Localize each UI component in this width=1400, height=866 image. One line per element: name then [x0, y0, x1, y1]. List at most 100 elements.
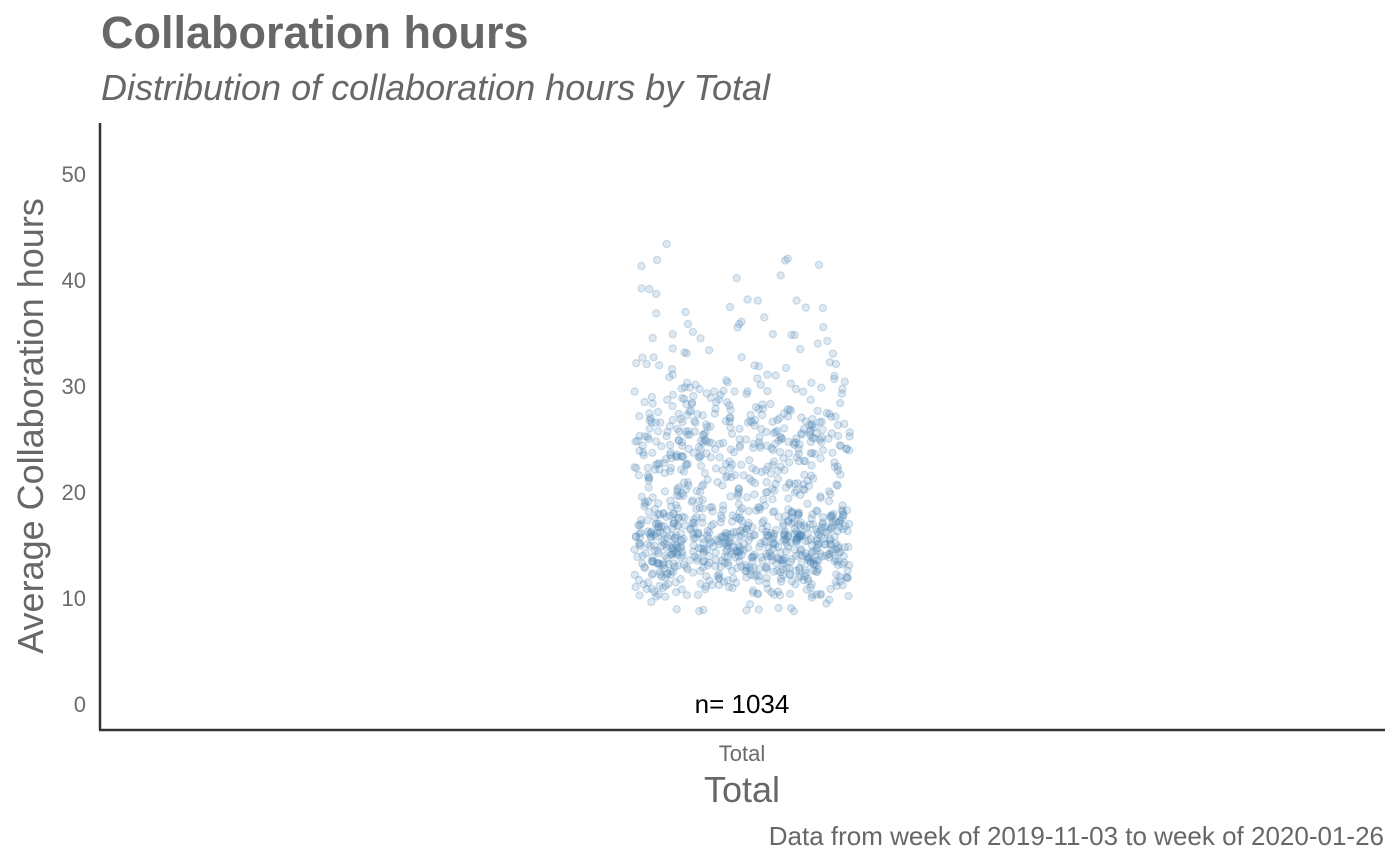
data-point	[656, 560, 665, 569]
data-point	[661, 454, 671, 464]
data-point	[768, 556, 777, 565]
data-point	[699, 544, 709, 554]
data-point	[845, 446, 854, 455]
data-point	[799, 456, 809, 465]
data-point	[791, 384, 801, 394]
data-point	[646, 528, 656, 538]
data-point	[711, 404, 720, 413]
data-point	[793, 533, 802, 543]
data-point	[746, 410, 755, 420]
data-point	[692, 486, 701, 496]
chart-title: Collaboration hours	[101, 7, 529, 58]
data-point	[810, 449, 820, 459]
data-point	[771, 371, 780, 380]
data-point	[759, 495, 768, 504]
data-point	[638, 559, 647, 568]
data-point	[650, 513, 660, 522]
data-point	[682, 591, 692, 600]
data-point	[633, 552, 642, 562]
data-point	[681, 307, 690, 317]
data-point	[796, 544, 805, 554]
data-point	[721, 539, 730, 548]
data-point	[673, 543, 683, 553]
data-point	[647, 527, 656, 536]
data-point	[763, 386, 772, 396]
data-point	[688, 496, 697, 505]
data-point	[840, 377, 850, 386]
data-point	[749, 439, 758, 448]
data-point	[831, 539, 840, 548]
data-point	[748, 523, 757, 532]
data-point	[769, 532, 779, 542]
data-point	[669, 546, 678, 555]
data-point	[756, 380, 766, 390]
data-point	[784, 531, 793, 540]
data-point	[835, 441, 845, 450]
data-point	[820, 540, 830, 549]
data-point	[816, 454, 825, 463]
data-point	[733, 492, 743, 501]
y-tick-label: 40	[62, 268, 86, 293]
data-point	[711, 464, 721, 473]
data-point	[778, 555, 788, 565]
data-point	[650, 546, 659, 555]
data-point	[817, 433, 826, 442]
data-point	[845, 561, 854, 570]
data-point	[767, 444, 776, 453]
data-point	[671, 540, 681, 550]
data-point	[815, 418, 824, 427]
data-point	[786, 379, 796, 388]
data-point	[702, 531, 712, 540]
data-point	[801, 303, 811, 312]
data-point	[706, 422, 715, 431]
data-point	[698, 411, 708, 420]
data-point	[743, 295, 752, 304]
data-point	[827, 513, 836, 522]
data-point	[739, 471, 748, 480]
data-point	[652, 592, 661, 601]
data-point	[666, 496, 675, 505]
data-point	[767, 551, 777, 561]
data-point	[726, 533, 736, 543]
data-point	[814, 539, 824, 549]
data-point	[828, 349, 838, 358]
data-point	[672, 605, 681, 614]
data-point	[731, 546, 740, 556]
data-point	[648, 557, 658, 567]
data-point	[673, 521, 682, 531]
data-point	[755, 505, 765, 514]
data-point	[635, 431, 644, 441]
data-point	[654, 549, 663, 558]
data-point	[785, 480, 794, 489]
data-point	[656, 570, 665, 579]
data-point	[773, 426, 782, 436]
data-point	[662, 512, 671, 522]
data-point	[735, 542, 744, 552]
data-point	[718, 466, 728, 475]
data-point	[746, 570, 755, 580]
data-point	[784, 494, 793, 503]
data-point	[693, 590, 703, 600]
data-point	[801, 537, 810, 546]
data-point	[734, 488, 744, 497]
data-point	[812, 525, 821, 534]
data-point	[644, 507, 654, 517]
data-point	[796, 518, 805, 527]
data-point	[668, 344, 678, 353]
data-point	[641, 548, 650, 558]
data-point	[749, 443, 758, 452]
data-point	[783, 516, 793, 525]
data-point	[701, 420, 711, 429]
data-point	[796, 344, 805, 354]
data-point	[830, 371, 839, 381]
data-point	[669, 559, 678, 568]
data-point	[843, 574, 853, 583]
data-point	[679, 560, 689, 570]
data-point	[671, 588, 681, 597]
data-point	[721, 531, 730, 541]
data-point	[836, 398, 845, 408]
data-point	[668, 415, 677, 425]
data-point	[809, 555, 818, 565]
data-point	[646, 533, 656, 542]
data-point	[794, 508, 803, 517]
